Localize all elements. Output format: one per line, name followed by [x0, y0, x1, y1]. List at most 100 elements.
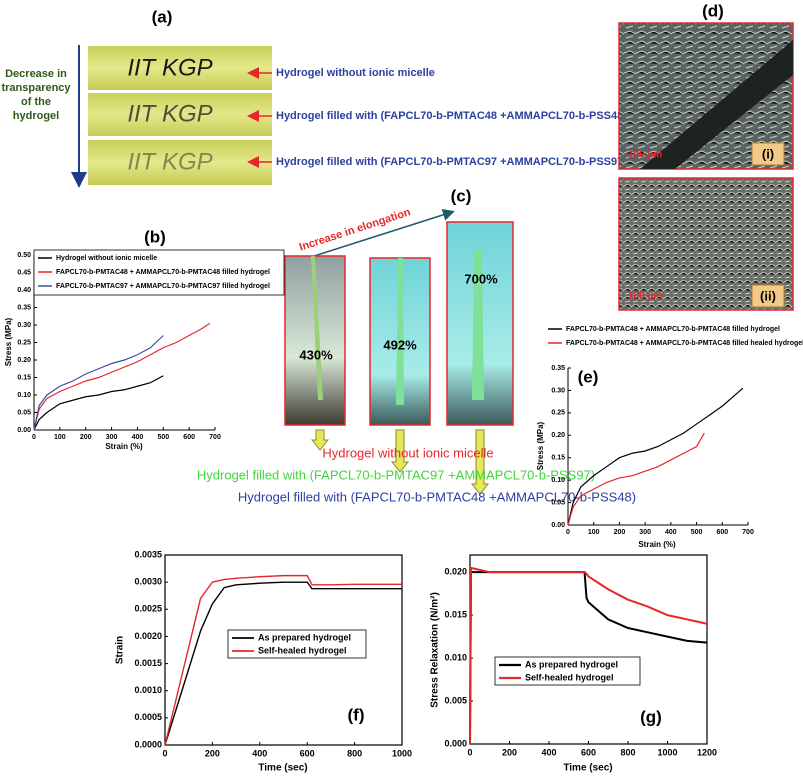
x-tick-label: 400 — [132, 434, 144, 441]
x-tick-label: 500 — [157, 434, 169, 441]
legend-label: Self-healed hydrogel — [525, 672, 614, 682]
y-tick-label: 0.45 — [17, 269, 31, 276]
y-tick-label: 0.0005 — [134, 712, 162, 722]
side-note: transparency — [1, 82, 71, 94]
x-tick-label: 0 — [566, 529, 570, 536]
x-tick-label: 600 — [716, 529, 728, 536]
y-tick-label: 0.30 — [551, 387, 565, 394]
data-line — [33, 375, 164, 431]
legend-label: FAPCL70-b-PMTAC48 + AMMAPCL70-b-PMTAC48 … — [56, 269, 270, 276]
scale-bar: 100 µm — [628, 291, 662, 302]
x-tick-label: 700 — [742, 529, 754, 536]
y-tick-label: 0.0015 — [134, 658, 162, 668]
caption: Hydrogel without ionic micelle — [322, 445, 493, 460]
side-note: of the — [21, 96, 51, 108]
x-tick-label: 800 — [620, 747, 635, 757]
elongation: 700% — [464, 271, 498, 286]
x-tick-label: 0 — [32, 434, 36, 441]
down-arrow — [390, 429, 410, 473]
x-tick-label: 700 — [209, 434, 221, 441]
caption: Hydrogel filled with (FAPCL70-b-PMTAC48 … — [238, 489, 636, 504]
x-tick-label: 400 — [665, 529, 677, 536]
y-tick-label: 0.05 — [551, 499, 565, 506]
y-axis-label: Stress Relaxation (N/m²) — [430, 592, 441, 708]
y-tick-label: 0.35 — [551, 365, 565, 372]
y-tick-label: 0.0025 — [134, 604, 162, 614]
y-tick-label: 0.30 — [17, 322, 31, 329]
legend-label: FAPCL70-b-PMTAC48 + AMMAPCL70-b-PMTAC48 … — [566, 326, 780, 333]
panel-label: (c) — [451, 186, 472, 205]
down-arrow — [310, 429, 330, 451]
tag-box — [751, 284, 785, 308]
elongation: 492% — [383, 337, 417, 352]
image-tag: (i) — [762, 146, 774, 161]
crack — [640, 40, 793, 169]
x-tick-label: 1000 — [657, 747, 677, 757]
y-tick-label: 0.25 — [551, 410, 565, 417]
plot-frame — [469, 554, 708, 745]
x-tick-label: 200 — [614, 529, 626, 536]
caption: Hydrogel filled with (FAPCL70-b-PMTAC97 … — [197, 467, 595, 482]
y-axis-label: Stress (MPa) — [4, 317, 13, 366]
down-arrow — [470, 429, 490, 495]
x-tick-label: 300 — [106, 434, 118, 441]
y-tick-label: 0.000 — [444, 738, 467, 748]
x-tick-label: 300 — [639, 529, 651, 536]
side-note: Decrease in — [5, 68, 67, 80]
y-tick-label: 0.25 — [17, 339, 31, 346]
x-tick-label: 800 — [347, 748, 362, 758]
legend-label: Self-healed hydrogel — [258, 645, 347, 655]
panel-label: (a) — [152, 7, 173, 26]
y-tick-label: 0.005 — [444, 695, 467, 705]
y-tick-label: 0.20 — [551, 432, 565, 439]
strip-photo — [88, 140, 272, 185]
data-line — [567, 387, 744, 526]
y-axis-label: Strain — [115, 636, 126, 664]
y-tick-label: 0.35 — [17, 304, 31, 311]
x-tick-label: 0 — [467, 747, 472, 757]
x-axis-label: Strain (%) — [638, 540, 676, 549]
x-tick-label: 600 — [300, 748, 315, 758]
x-tick-label: 0 — [162, 748, 167, 758]
y-tick-label: 0.15 — [551, 455, 565, 462]
y-tick-label: 0.0010 — [134, 685, 162, 695]
scale-bar: 100 µm — [628, 150, 662, 161]
y-tick-label: 0.40 — [17, 287, 31, 294]
y-tick-label: 0.20 — [17, 357, 31, 364]
x-tick-label: 600 — [581, 747, 596, 757]
x-tick-label: 500 — [691, 529, 703, 536]
legend-label: As prepared hydrogel — [258, 632, 351, 642]
panel-label: (e) — [578, 367, 599, 386]
side-note: hydrogel — [13, 110, 59, 122]
strand — [311, 256, 323, 400]
x-axis-label: Strain (%) — [105, 442, 143, 451]
y-axis-label: Stress (MPa) — [536, 421, 545, 470]
panel-label: (d) — [702, 1, 724, 20]
y-tick-label: 0.0030 — [134, 577, 162, 587]
y-tick-label: 0.00 — [17, 427, 31, 434]
y-tick-label: 0.05 — [17, 409, 31, 416]
panel-label: (b) — [144, 227, 166, 246]
y-tick-label: 0.0000 — [134, 739, 162, 749]
data-line — [164, 574, 402, 746]
tag-box — [751, 142, 785, 166]
image-tag: (ii) — [760, 288, 776, 303]
caption: Hydrogel without ionic micelle — [276, 67, 435, 79]
panel-label: (g) — [640, 707, 662, 726]
elongation: 430% — [299, 347, 333, 362]
data-line — [164, 581, 402, 746]
x-tick-label: 200 — [205, 748, 220, 758]
x-tick-label: 200 — [502, 747, 517, 757]
strip-photo — [88, 93, 272, 136]
y-tick-label: 0.020 — [444, 567, 467, 577]
x-tick-label: 1000 — [392, 748, 412, 758]
legend-label: FAPCL70-b-PMTAC97 + AMMAPCL70-b-PMTAC97 … — [56, 283, 270, 290]
x-tick-label: 600 — [183, 434, 195, 441]
x-tick-label: 100 — [588, 529, 600, 536]
legend-box — [494, 656, 641, 686]
caption: Hydrogel filled with (FAPCL70-b-PMTAC48 … — [276, 110, 627, 122]
strand — [396, 258, 404, 405]
plot-frame — [164, 554, 403, 746]
strip-text: IIT KGP — [127, 148, 212, 175]
